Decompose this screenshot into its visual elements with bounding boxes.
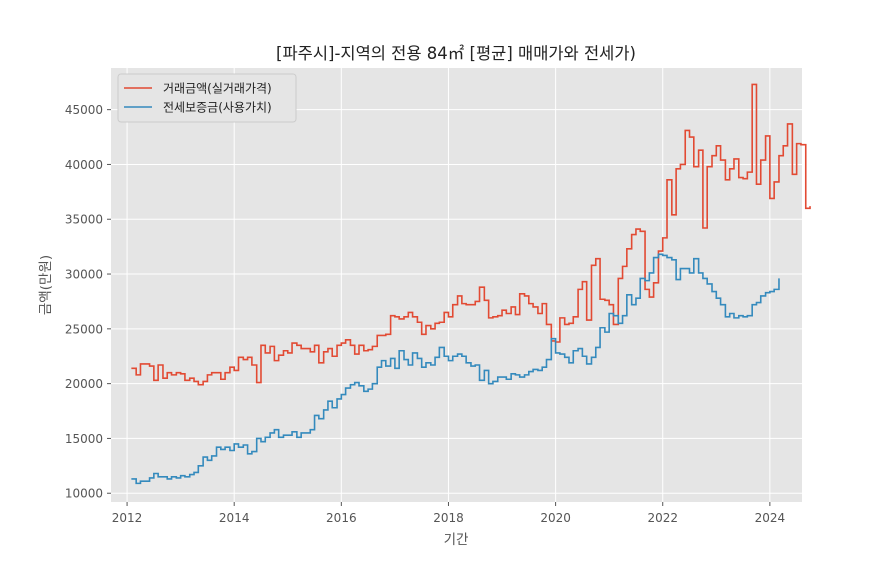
series-line-price: [131, 83, 811, 386]
plot-area: [111, 68, 802, 502]
y-tick-label: 15000: [65, 432, 103, 446]
legend: 거래금액(실거래가격) 전세보증금(사용가치): [117, 73, 297, 123]
legend-box: [117, 73, 297, 123]
x-tick-label: 2016: [326, 511, 357, 525]
series-layer: [131, 83, 811, 485]
series-line-deposit: [131, 253, 780, 485]
y-tick-label: 35000: [65, 213, 103, 227]
x-tick-label: 2024: [755, 511, 786, 525]
y-tick-label: 30000: [65, 268, 103, 282]
y-tick-label: 20000: [65, 377, 103, 391]
x-tick-label: 2020: [540, 511, 571, 525]
grid-lines: [111, 68, 802, 502]
x-tick-label: 2022: [647, 511, 678, 525]
legend-label-price: 거래금액(실거래가격): [163, 82, 272, 96]
x-axis-ticks: 2012 2014 2016 2018 2020 2022 2024: [112, 502, 785, 525]
y-axis-label: 금액(만원): [38, 255, 54, 315]
x-tick-label: 2018: [433, 511, 464, 525]
y-axis-ticks: 10000 15000 20000 25000 30000 35000 40000 45000: [65, 103, 111, 501]
y-tick-label: 25000: [65, 322, 103, 336]
x-tick-label: 2014: [219, 511, 250, 525]
x-axis-label: 기간: [444, 532, 469, 548]
y-tick-label: 10000: [65, 487, 103, 501]
legend-label-deposit: 전세보증금(사용가치): [163, 101, 272, 115]
y-tick-label: 45000: [65, 103, 103, 117]
x-tick-label: 2012: [112, 511, 143, 525]
y-tick-label: 40000: [65, 158, 103, 172]
chart-title: [파주시]-지역의 전용 84㎡ [평균] 매매가와 전세가): [276, 44, 636, 63]
